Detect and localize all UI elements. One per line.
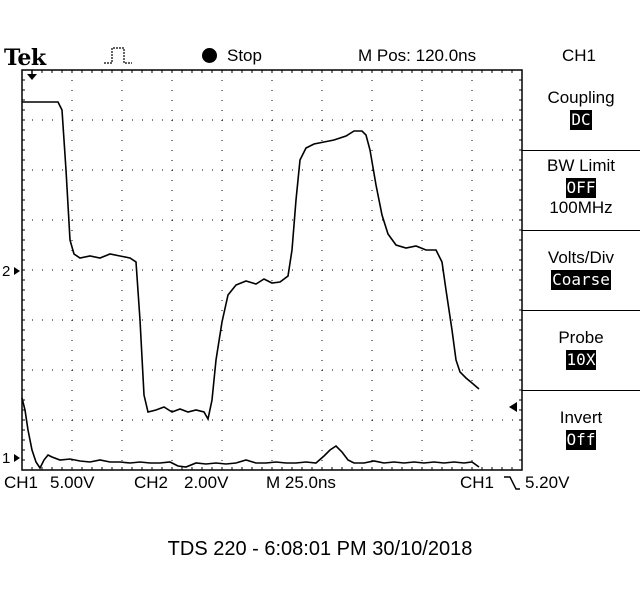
volts-div-label: Volts/Div bbox=[547, 248, 615, 267]
horizontal-position: M Pos: 120.0ns bbox=[358, 46, 477, 65]
menu-divider bbox=[522, 230, 640, 231]
trigger-level: 5.20V bbox=[525, 473, 570, 492]
menu-divider bbox=[522, 310, 640, 311]
coupling-label: Coupling bbox=[547, 88, 615, 107]
falling-edge-icon bbox=[504, 476, 520, 490]
stop-indicator-icon bbox=[202, 48, 217, 63]
menu-divider bbox=[522, 150, 640, 151]
trigger-level-arrow-icon bbox=[509, 402, 517, 412]
graticule bbox=[21, 69, 523, 471]
bw-limit-label: BW Limit bbox=[547, 156, 615, 175]
pulse-trigger-icon bbox=[104, 47, 132, 64]
ch1-ground-marker: 1 bbox=[2, 450, 11, 467]
coupling-value: DC bbox=[570, 110, 592, 130]
ch2-waveform bbox=[22, 101, 480, 422]
ch2-label: CH2 bbox=[134, 473, 169, 492]
bw-limit-value: OFF bbox=[565, 178, 597, 198]
ch2-marker-arrow-icon bbox=[14, 267, 20, 275]
ch2-ground-marker: 2 bbox=[2, 263, 11, 280]
ch1-marker-arrow-icon bbox=[14, 454, 20, 462]
probe-label: Probe bbox=[558, 328, 604, 347]
volts-div-value: Coarse bbox=[551, 270, 611, 290]
ch2-scale: 2.00V bbox=[184, 473, 229, 492]
run-state: Stop bbox=[227, 46, 262, 65]
invert-label: Invert bbox=[559, 408, 603, 427]
ch1-scale: 5.00V bbox=[50, 473, 95, 492]
probe-menu-button[interactable]: Probe 10X bbox=[522, 328, 640, 370]
menu-divider bbox=[522, 390, 640, 391]
brand-logo: Tek bbox=[4, 45, 46, 71]
probe-value: 10X bbox=[565, 350, 597, 370]
bw-limit-menu-button[interactable]: BW Limit OFF 100MHz bbox=[522, 156, 640, 218]
bw-limit-sub: 100MHz bbox=[549, 198, 613, 217]
invert-menu-button[interactable]: Invert Off bbox=[522, 408, 640, 450]
invert-value: Off bbox=[565, 430, 597, 450]
capture-caption: TDS 220 - 6:08:01 PM 30/10/2018 bbox=[167, 538, 473, 560]
timebase: M 25.0ns bbox=[266, 473, 336, 492]
trigger-position-arrow-icon bbox=[27, 74, 37, 80]
volts-div-menu-button[interactable]: Volts/Div Coarse bbox=[522, 248, 640, 290]
coupling-menu-button[interactable]: Coupling DC bbox=[522, 88, 640, 130]
trigger-source: CH1 bbox=[460, 473, 495, 492]
ch1-label: CH1 bbox=[4, 473, 39, 492]
ch1-waveform bbox=[21, 397, 480, 470]
menu-title: CH1 bbox=[562, 46, 597, 65]
